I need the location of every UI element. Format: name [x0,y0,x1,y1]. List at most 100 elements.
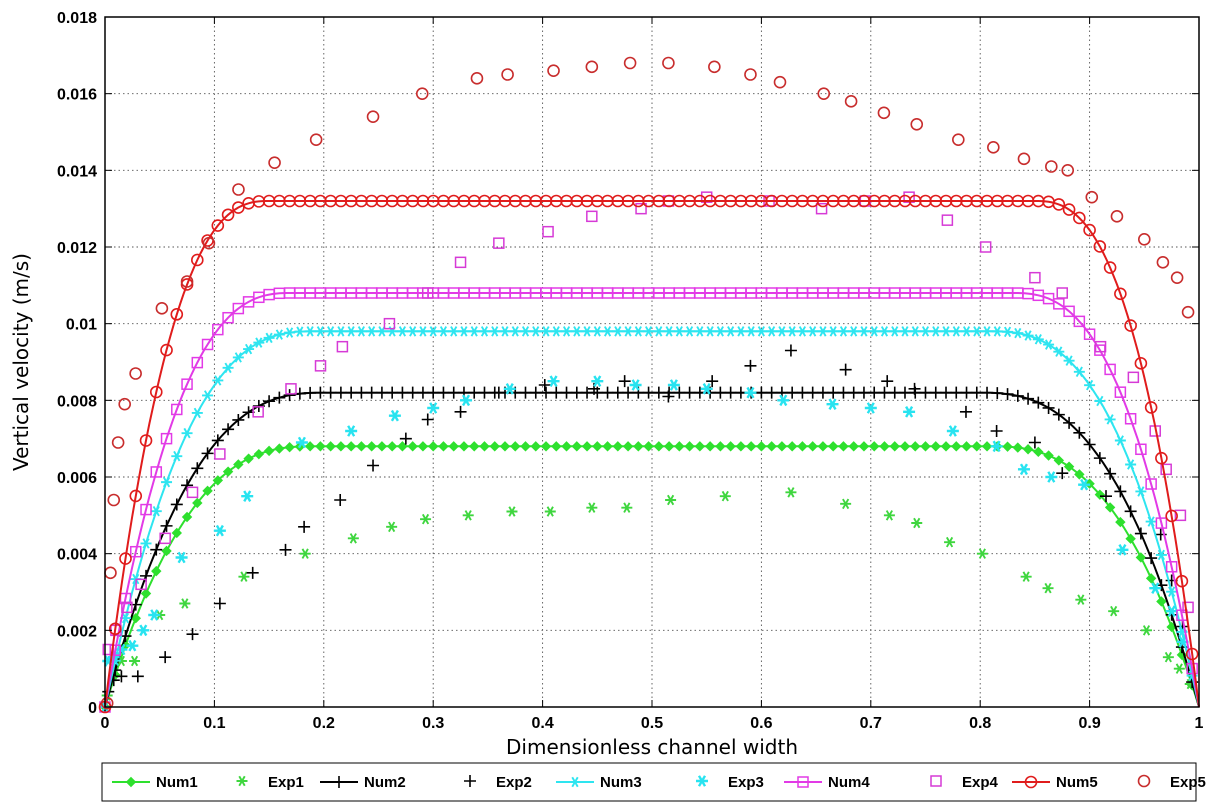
legend-item-Num5: Num5 [1012,774,1098,791]
legend-marker [236,775,248,787]
Num1-marker [427,441,439,452]
Num2-marker [324,386,337,399]
Num5-marker [1185,647,1199,661]
Exp4-point [186,486,199,499]
Exp3-point [591,375,604,387]
Num2-marker [1032,396,1045,409]
Num1-marker [510,441,521,452]
Num5-marker [170,308,184,321]
Num2-marker [406,386,419,399]
Num2-marker [950,386,963,399]
Exp3-point [1017,463,1030,476]
Num3-marker [1073,366,1085,378]
Exp5-point [501,68,514,81]
Num1-marker [633,441,644,452]
Exp5-point [773,75,787,89]
Num2-marker [1063,416,1076,429]
legend-label: Exp3 [728,774,764,791]
Num3-marker [212,375,224,386]
x-tick-label: 0.1 [203,715,225,732]
Num1-marker [694,441,706,452]
Num2-marker [929,386,942,399]
Num2-marker [837,386,850,399]
Exp4-point [815,202,828,215]
Num3-marker [294,326,306,337]
Num1-marker [920,441,931,452]
Exp4-point [454,256,467,269]
Num5-marker [1073,211,1086,225]
Num4-marker [140,503,152,516]
Exp2-point [298,520,311,533]
Num2-marker [1042,401,1055,414]
y-tick-label: 0.002 [57,623,97,640]
Num1-marker [622,441,634,452]
Num2-marker [519,386,532,399]
Exp1-point [506,506,518,517]
Exp4-point [252,406,264,418]
y-tick-label: 0.016 [57,87,97,104]
Exp4-point [700,191,713,203]
Exp1-point [944,536,956,548]
Exp3-point [388,409,401,422]
Exp4-point [493,237,505,249]
Exp1-point [462,510,474,521]
Exp4-point [336,340,349,353]
Num1-marker [1125,533,1136,544]
Num5-marker [1144,401,1158,414]
Exp1-point [1108,605,1120,617]
legend-label: Num1 [156,774,198,791]
Exp3-point [126,639,139,652]
Num4-marker [1063,305,1075,318]
x-tick-label: 0.5 [641,715,663,732]
Exp2-point [421,413,434,426]
Num3-marker [1063,355,1075,366]
Num4-marker [1053,298,1065,310]
Num2-marker [160,519,173,532]
Exp5-point [111,436,125,449]
Num1-marker [971,441,982,452]
Num4-marker [232,302,245,315]
Num1-marker [581,441,593,452]
Num1-marker [869,441,880,452]
y-tick-label: 0.012 [57,240,97,257]
Exp1-point [238,571,250,582]
Num2-marker [570,386,583,399]
Num2-marker [304,386,317,399]
Num3-marker [489,326,501,337]
series-Num4 [99,287,1200,713]
Num2-marker [868,386,881,399]
Num5-marker [1083,223,1096,237]
Num2-marker [1052,408,1065,421]
Num5-marker [1165,509,1178,523]
Num3-marker [837,326,849,337]
Num1-marker [879,441,890,452]
Num2-marker [222,423,235,436]
Num3-marker [581,326,593,337]
Exp3-point [295,436,308,449]
Num4-marker [212,323,224,336]
Num3-marker [878,326,890,337]
Exp3-point [990,440,1003,453]
Num5-marker [1103,261,1117,274]
Num2-marker [847,386,860,399]
Exp5-point [547,64,560,77]
Num3-marker [663,326,675,337]
Num3-marker [971,326,983,337]
Num3-marker [171,450,183,462]
Num2-marker [796,386,809,399]
Num2-marker [991,387,1004,400]
Num3-marker [448,326,460,337]
Num1-marker [612,441,624,452]
Num5-marker [149,385,163,399]
Num1-marker [304,441,316,452]
Exp3-point [1078,478,1091,491]
Num3-marker [714,326,726,337]
Num2-marker [283,389,296,402]
Num5-marker [1134,357,1148,370]
Num3-marker [120,612,132,624]
Exp2-point [662,390,675,403]
Num3-marker [1114,435,1126,446]
Num3-marker [478,326,490,337]
Num1-marker [1063,461,1075,472]
Exp4-point [1160,463,1172,476]
